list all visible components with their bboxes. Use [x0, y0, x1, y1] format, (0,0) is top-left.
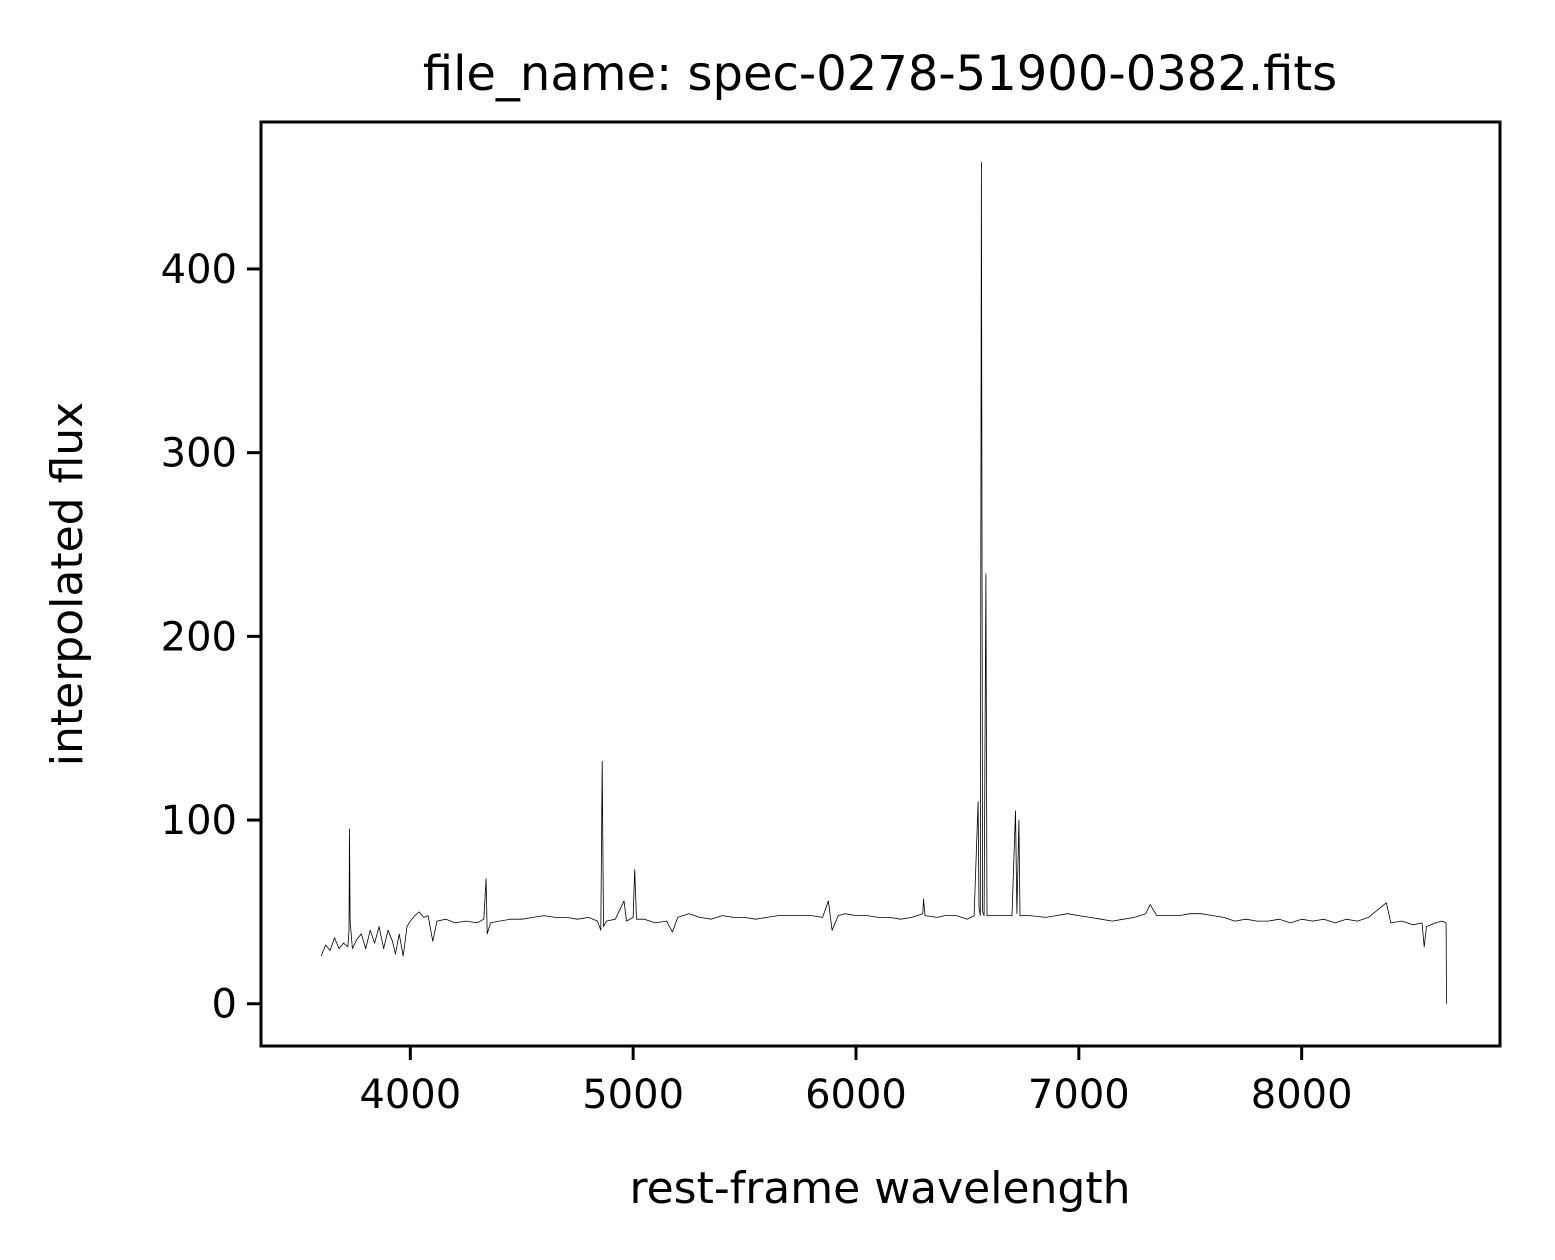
y-tick-label: 400 [161, 247, 237, 293]
plot-frame [259, 120, 1502, 1048]
y-axis-ticks: 0 100 200 300 400 [161, 247, 261, 1028]
y-tick-label: 100 [161, 798, 237, 844]
y-tick-label: 0 [212, 982, 237, 1028]
x-tick-label: 7000 [1028, 1072, 1130, 1118]
chart-title: file_name: spec-0278-51900-0382.fits [423, 46, 1337, 102]
y-tick-label: 300 [161, 431, 237, 477]
x-tick-label: 4000 [359, 1072, 461, 1118]
y-axis-label: interpolated flux [42, 402, 93, 766]
x-tick-label: 5000 [582, 1072, 684, 1118]
y-tick-label: 200 [161, 614, 237, 660]
x-tick-label: 6000 [805, 1072, 907, 1118]
x-axis-label: rest-frame wavelength [629, 1163, 1130, 1214]
x-axis-ticks: 4000 5000 6000 7000 8000 [359, 1046, 1353, 1118]
x-tick-label: 8000 [1251, 1072, 1353, 1118]
spectrum-series-line [320, 162, 1447, 1004]
